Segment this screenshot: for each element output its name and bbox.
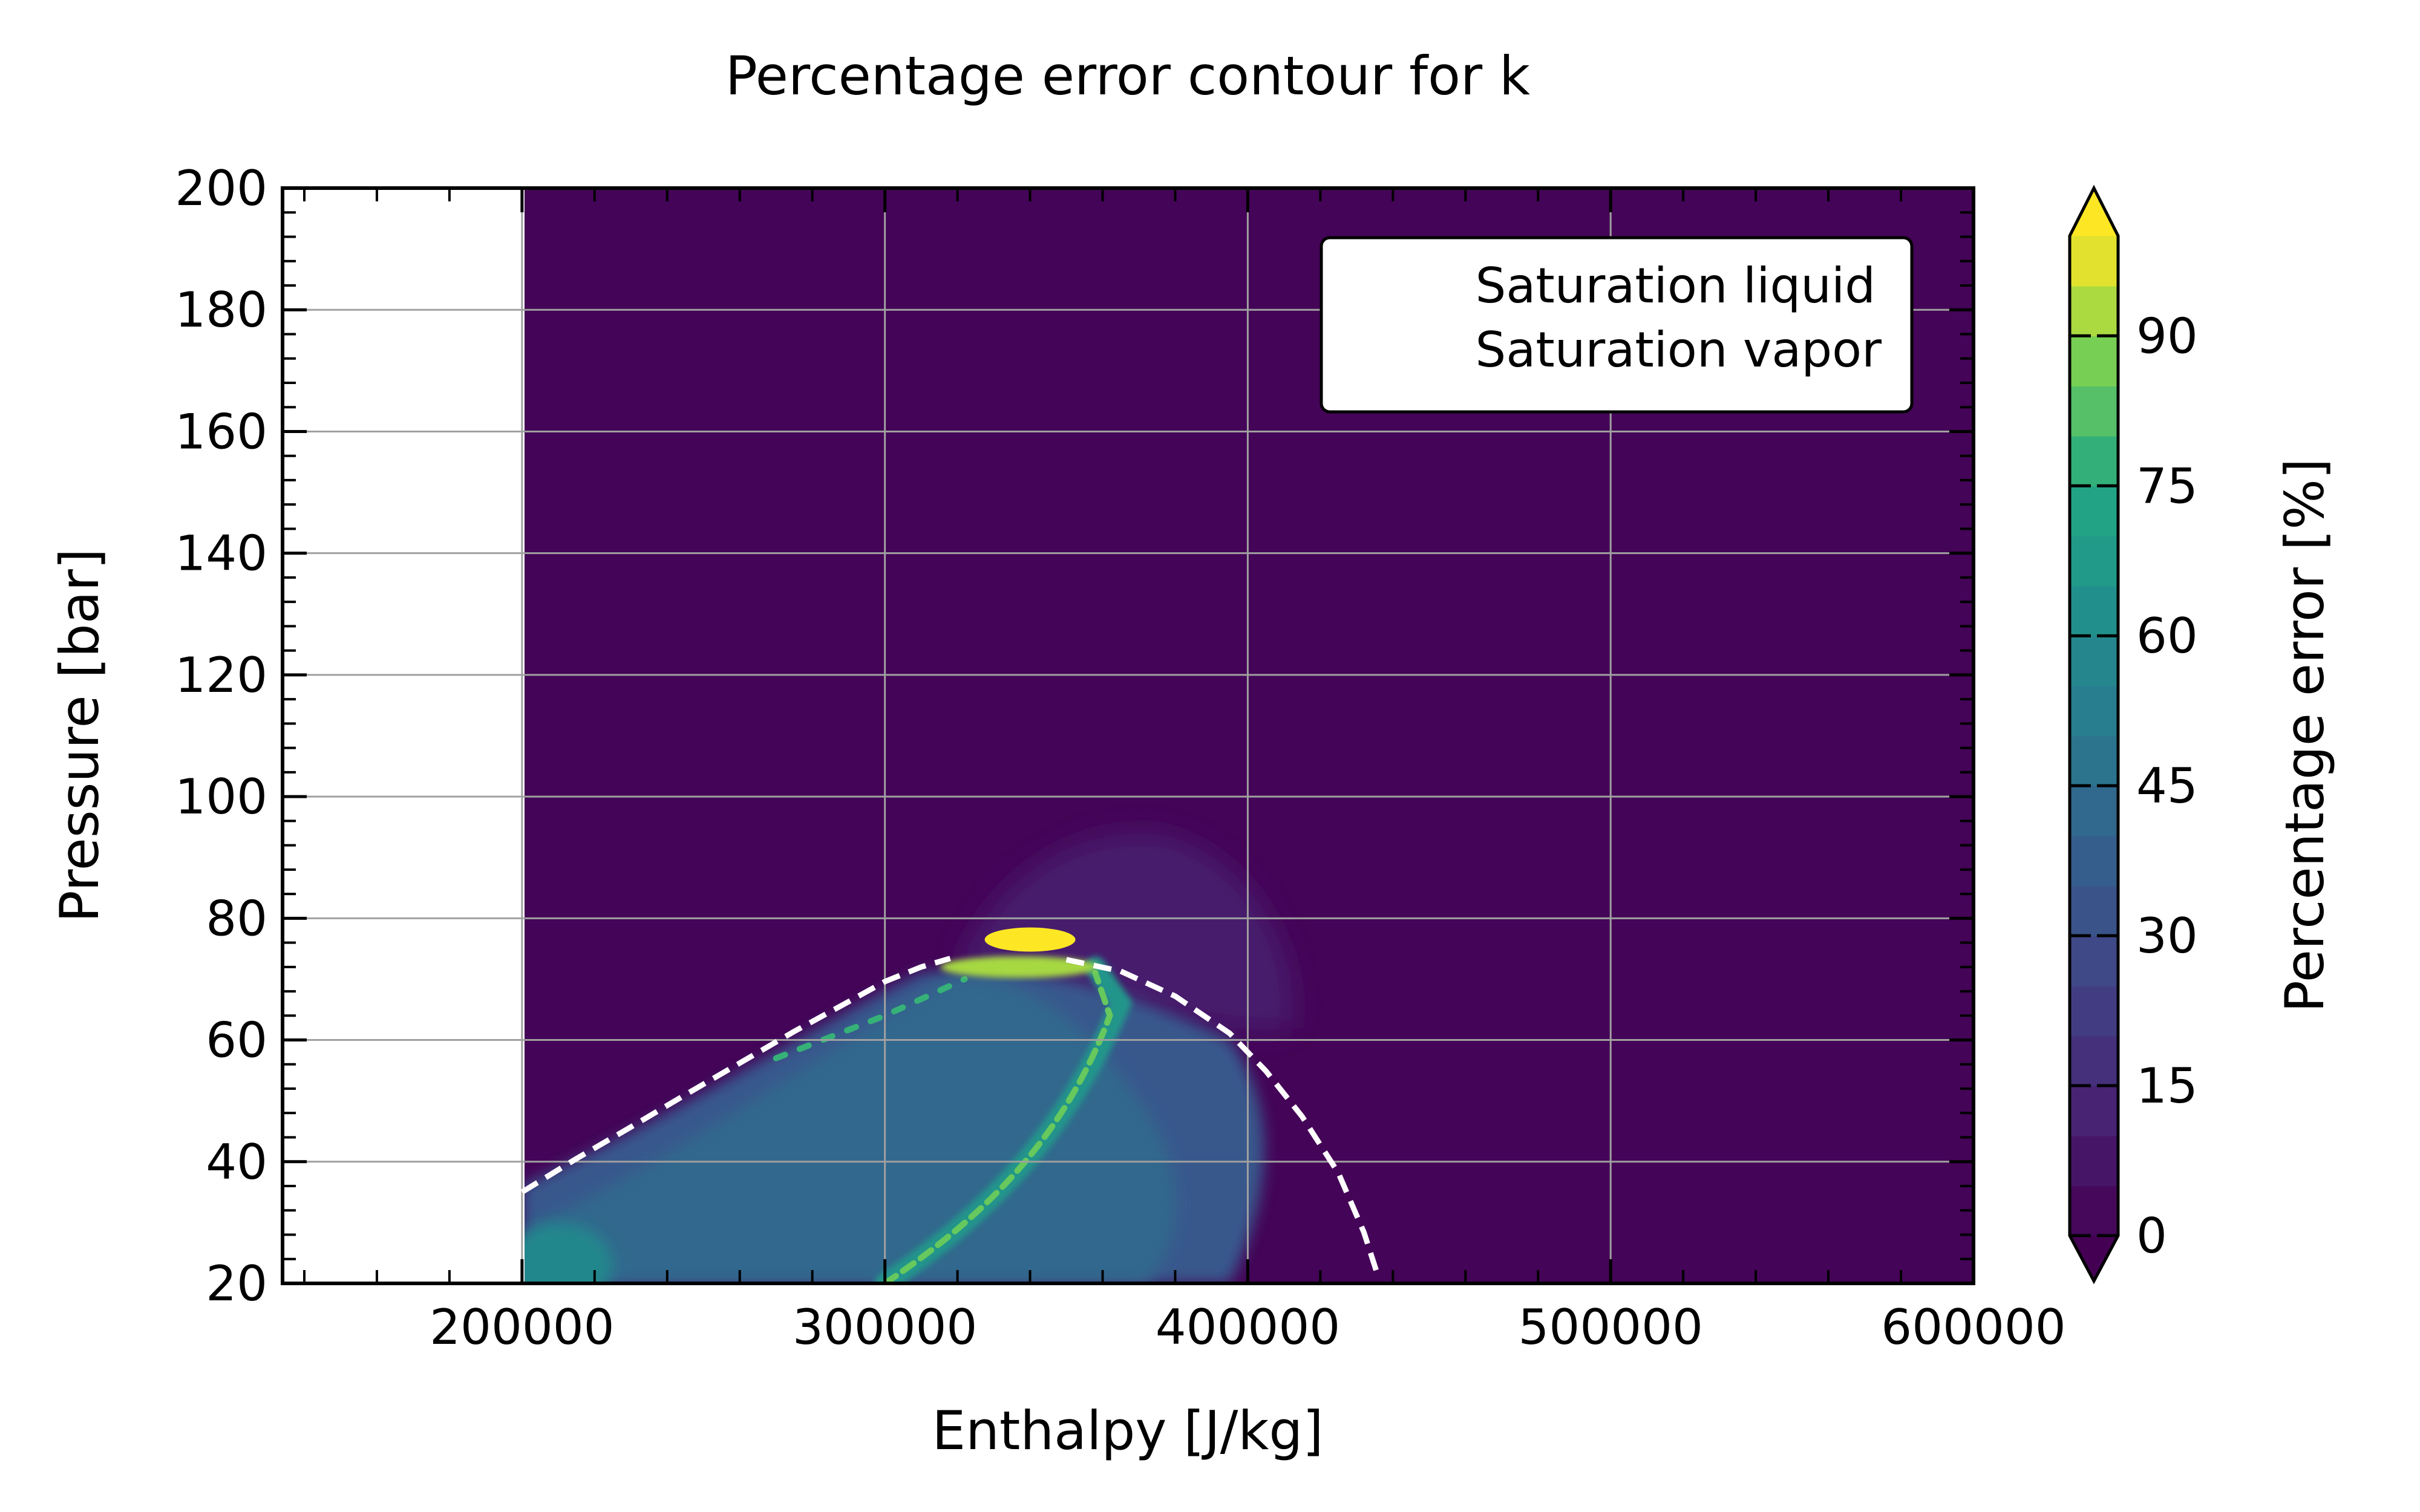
legend-entry-saturation-liquid: Saturation liquid [1476,258,1876,314]
colorbar-segment [2070,285,2118,337]
colorbar-tick-label: 45 [2136,758,2198,814]
y-tick-label: 180 [175,282,267,338]
x-tick-label: 600000 [1881,1299,2065,1355]
colorbar-tick-label: 15 [2136,1058,2198,1114]
colorbar-extend-min [2070,1236,2118,1281]
y-tick-label: 20 [206,1256,267,1312]
colorbar-segment [2070,636,2118,686]
colorbar-outline [2068,184,2120,1285]
chart-title: Percentage error contour for k [725,45,1530,107]
y-tick-label: 120 [175,647,267,703]
colorbar-segment [2070,1086,2118,1136]
y-axis-label: Pressure [bar] [48,549,111,922]
colorbar-segment [2070,535,2118,587]
colorbar-extend-max [2070,188,2118,236]
contour-ridge-core [881,969,1113,1283]
colorbar-segment [2070,936,2118,986]
colorbar: 0 15 30 45 60 75 90 Percentage error [%] [2068,184,2336,1285]
y-tick-labels: 20 40 60 80 100 120 140 160 180 200 [175,160,267,1312]
colorbar-segment [2070,835,2118,887]
y-tick-label: 40 [206,1134,267,1190]
plot-frame [281,186,1975,1285]
colorbar-tick-label: 75 [2136,458,2198,514]
y-tick-label: 140 [175,526,267,582]
colorbar-segment [2070,1185,2118,1236]
legend-box [1320,236,1914,414]
contour-band-mid [540,978,1177,1283]
colorbar-segment [2070,885,2118,937]
saturation-curves [520,956,1381,1279]
colorbar-tick-label: 90 [2136,308,2198,364]
y-tick-label: 60 [206,1012,267,1069]
x-tick-label: 200000 [430,1299,614,1355]
colorbar-segment [2070,786,2118,836]
x-tick-labels: 200000 300000 400000 500000 600000 [430,1299,2066,1355]
saturation-vapor-curve [1065,957,1381,1279]
contour-peak [984,927,1076,952]
colorbar-segment [2070,1035,2118,1087]
colorbar-segment [2070,236,2118,287]
saturation-liquid-curve [520,956,951,1194]
y-tick-label: 160 [175,403,267,460]
legend: Saturation liquid Saturation vapor [1320,236,1914,414]
contour-secondary-peak [940,956,1098,978]
colorbar-label: Percentage error [%] [2274,458,2336,1012]
colorbar-tick-label: 0 [2136,1208,2167,1264]
colorbar-ticks: 0 15 30 45 60 75 90 [2070,308,2198,1264]
y-tick-label: 100 [175,769,267,825]
colorbar-tick-label: 60 [2136,608,2198,664]
x-axis-label: Enthalpy [J/kg] [932,1400,1323,1462]
colorbar-segment [2070,1135,2118,1187]
y-tick-label: 80 [206,890,267,947]
colorbar-segment [2070,585,2118,637]
colorbar-segment [2070,486,2118,536]
colorbar-segment [2070,435,2118,487]
colorbar-segment [2070,385,2118,437]
axis-ticks [283,186,1975,1285]
colorbar-segment [2070,685,2118,737]
contour-corner-blob [525,1222,613,1283]
contour-inner-streak [773,976,968,1061]
colorbar-segment [2070,336,2118,386]
colorbar-segment [2070,985,2118,1037]
x-tick-label: 500000 [1519,1299,1703,1355]
legend-entry-saturation-vapor: Saturation vapor [1476,322,1882,378]
colorbar-segment [2070,735,2118,787]
colorbar-segments [2070,188,2118,1281]
x-tick-label: 300000 [793,1299,977,1355]
y-tick-label: 200 [175,160,267,217]
x-tick-label: 400000 [1156,1299,1340,1355]
colorbar-tick-label: 30 [2136,908,2198,964]
